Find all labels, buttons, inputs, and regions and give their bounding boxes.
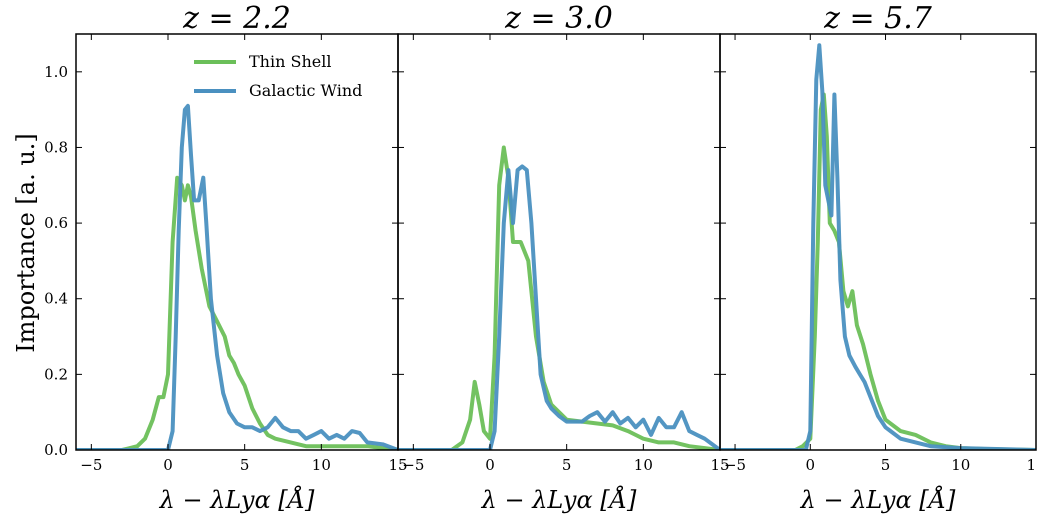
x-axis-label: λ − λLyα [Å] <box>800 485 956 514</box>
series-line-thin-shell <box>76 175 398 450</box>
panel-2: −5 0 5 10 15 z = 3.0 λ − λLyα [Å] <box>397 1 730 514</box>
x-axis-label: λ − λLyα [Å] <box>159 485 315 514</box>
x-tick-label: 15 <box>388 456 407 474</box>
x-tick-label: 15 <box>1026 456 1037 474</box>
x-tick-label: 15 <box>710 456 729 474</box>
legend-label: Thin Shell <box>249 52 331 71</box>
y-tick-label: 0.2 <box>44 365 68 383</box>
y-axis-label: Importance [a. u.] <box>12 133 40 353</box>
y-tick-label: 1.0 <box>44 63 68 81</box>
x-tick-label: 10 <box>634 456 653 474</box>
series-group <box>398 145 720 450</box>
x-tick-label: 10 <box>951 456 970 474</box>
panel-title: z = 3.0 <box>504 1 613 36</box>
x-tick-label: −5 <box>724 456 746 474</box>
series-line-galactic-wind <box>720 43 1036 450</box>
x-tick-label: 0 <box>485 456 495 474</box>
x-tick-label: −5 <box>80 456 102 474</box>
legend-entry-galactic-wind: Galactic Wind <box>194 81 362 100</box>
legend-entry-thin-shell: Thin Shell <box>194 52 331 71</box>
legend: Thin Shell Galactic Wind <box>194 52 362 100</box>
panel-title: z = 2.2 <box>182 1 291 36</box>
x-tick-label: 5 <box>881 456 891 474</box>
series-line-galactic-wind <box>398 164 720 450</box>
x-axis-label: λ − λLyα [Å] <box>481 485 637 514</box>
panel-title: z = 5.7 <box>823 1 933 36</box>
series-group <box>720 43 1036 450</box>
series-line-galactic-wind <box>76 103 398 450</box>
x-tick-label: 0 <box>806 456 816 474</box>
y-tick-label: 0.4 <box>44 290 68 308</box>
y-tick-label: 0.8 <box>44 138 68 156</box>
series-group <box>76 103 398 450</box>
y-tick-label: 0.0 <box>44 441 68 459</box>
x-tick-label: −5 <box>402 456 424 474</box>
x-tick-label: 10 <box>312 456 331 474</box>
x-tick-label: 5 <box>240 456 250 474</box>
series-line-thin-shell <box>398 145 720 450</box>
panel-1: −5 0 5 10 15 0.0 0.2 0.4 0.6 0.8 1.0 z = 2.2 λ − λLy… <box>44 1 407 514</box>
series-line-thin-shell <box>720 92 1036 450</box>
panel-3: −5 0 5 10 15 z = 5.7 λ − λLyα [Å] <box>719 1 1037 514</box>
y-tick-label: 0.6 <box>44 214 68 232</box>
axes-frame <box>397 33 721 451</box>
x-tick-label: 0 <box>163 456 173 474</box>
axes-frame <box>719 33 1037 451</box>
x-tick-label: 5 <box>562 456 572 474</box>
legend-label: Galactic Wind <box>249 81 362 100</box>
